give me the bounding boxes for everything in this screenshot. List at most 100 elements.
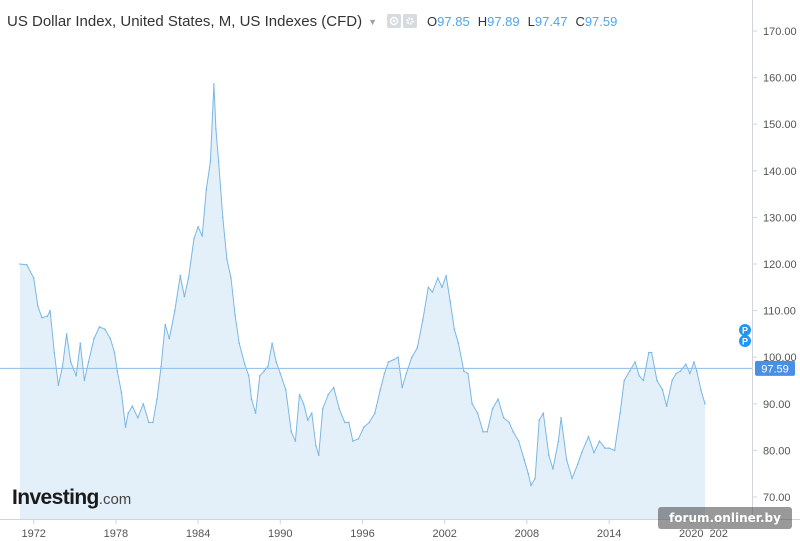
data-point-72: [332, 386, 335, 389]
data-point-119: [557, 440, 560, 442]
y-tick-label-2: 90.00: [763, 399, 791, 411]
data-point-149: [700, 389, 702, 391]
y-tick-label-8: 150.00: [763, 119, 797, 131]
data-point-139: [656, 379, 658, 382]
data-point-148: [696, 370, 698, 373]
data-point-103: [482, 431, 484, 433]
data-point-97: [453, 328, 456, 331]
data-point-79: [368, 421, 371, 424]
data-point-65: [302, 403, 305, 405]
data-point-59: [275, 361, 278, 363]
data-point-74: [343, 421, 346, 424]
data-point-100: [467, 372, 469, 375]
data-point-46: [222, 216, 224, 219]
data-point-68: [315, 444, 317, 447]
data-point-44: [215, 128, 217, 130]
data-point-81: [379, 389, 382, 391]
data-point-38: [193, 237, 195, 240]
data-point-67: [311, 412, 313, 414]
p-marker-2[interactable]: [739, 335, 751, 347]
data-point-93: [437, 277, 439, 279]
data-point-39: [197, 225, 199, 228]
p-marker-1[interactable]: [739, 324, 751, 336]
data-point-80: [374, 412, 376, 414]
data-point-111: [523, 458, 525, 461]
data-point-142: [671, 379, 673, 382]
x-tick-label-7: 2014: [597, 528, 621, 540]
data-point-49: [234, 314, 236, 317]
data-point-29: [152, 421, 154, 424]
x-tick-label-9: 202: [710, 528, 728, 540]
data-point-131: [619, 412, 621, 414]
data-point-126: [593, 451, 595, 454]
data-point-78: [363, 426, 365, 428]
data-point-8: [57, 384, 60, 387]
data-point-63: [294, 440, 297, 442]
time-axis[interactable]: 1972 1978 1984 1990 1996 2002 2008 2014 2020 202: [21, 519, 728, 540]
data-point-115: [538, 419, 540, 421]
data-point-41: [205, 188, 208, 191]
data-point-118: [552, 468, 554, 470]
forum-watermark: forum.onliner.by: [658, 507, 792, 529]
data-point-56: [263, 370, 265, 373]
data-point-105: [491, 407, 494, 410]
data-point-40: [201, 235, 203, 237]
data-point-7: [53, 351, 56, 354]
data-point-14: [83, 379, 86, 382]
data-point-124: [580, 451, 583, 454]
data-point-82: [383, 372, 386, 375]
data-point-120: [560, 417, 562, 419]
data-point-21: [116, 370, 119, 373]
data-point-28: [148, 421, 150, 424]
instrument-title[interactable]: US Dollar Index, United States, M, US In…: [7, 12, 363, 30]
data-point-128: [604, 447, 606, 449]
settings-icon[interactable]: [403, 14, 418, 28]
data-point-22: [120, 391, 123, 393]
data-point-13: [79, 342, 82, 345]
data-point-9: [61, 365, 64, 368]
y-tick-label-0: 70.00: [763, 492, 791, 504]
data-point-33: [168, 337, 171, 340]
eye-icon[interactable]: [387, 14, 402, 28]
y-tick-label-6: 130.00: [763, 212, 797, 224]
ohlc-open: O97.85: [427, 13, 470, 29]
data-point-27: [142, 403, 145, 405]
x-tick-label-3: 1990: [268, 528, 292, 540]
investing-logo: Investing.com: [12, 486, 132, 509]
data-point-117: [548, 454, 550, 456]
data-point-37: [187, 277, 190, 279]
ohlc-high: H97.89: [477, 13, 520, 29]
data-point-132: [623, 379, 625, 382]
x-tick-label-5: 2002: [432, 528, 456, 540]
series-area-fill: [20, 84, 705, 519]
data-point-76: [352, 440, 354, 442]
data-point-114: [534, 477, 536, 480]
data-point-6: [49, 309, 51, 312]
data-point-11: [69, 361, 72, 363]
data-point-90: [422, 319, 424, 321]
plot-area: [0, 83, 752, 519]
price-axis[interactable]: 70.0080.0090.00100.00110.00120.00130.001…: [752, 26, 797, 504]
data-point-89: [416, 347, 419, 349]
data-point-113: [530, 484, 532, 487]
data-point-54: [254, 412, 257, 414]
data-point-25: [131, 405, 134, 407]
p-marker-2-label: P: [742, 337, 748, 347]
data-point-42: [209, 160, 212, 163]
chart-legend: US Dollar Index, United States, M, US In…: [7, 11, 617, 31]
data-point-18: [104, 328, 106, 331]
data-point-96: [449, 300, 452, 303]
data-point-69: [317, 454, 320, 456]
data-point-109: [512, 431, 514, 433]
y-tick-label-9: 160.00: [763, 73, 797, 85]
data-point-71: [327, 393, 330, 396]
data-point-26: [137, 417, 139, 419]
data-point-0: [19, 263, 21, 265]
data-point-130: [613, 449, 616, 452]
data-point-35: [179, 274, 182, 277]
y-tick-label-10: 170.00: [763, 26, 797, 38]
caret-down-icon[interactable]: ▼: [368, 17, 378, 27]
data-point-15: [87, 361, 90, 363]
data-point-62: [290, 431, 293, 433]
